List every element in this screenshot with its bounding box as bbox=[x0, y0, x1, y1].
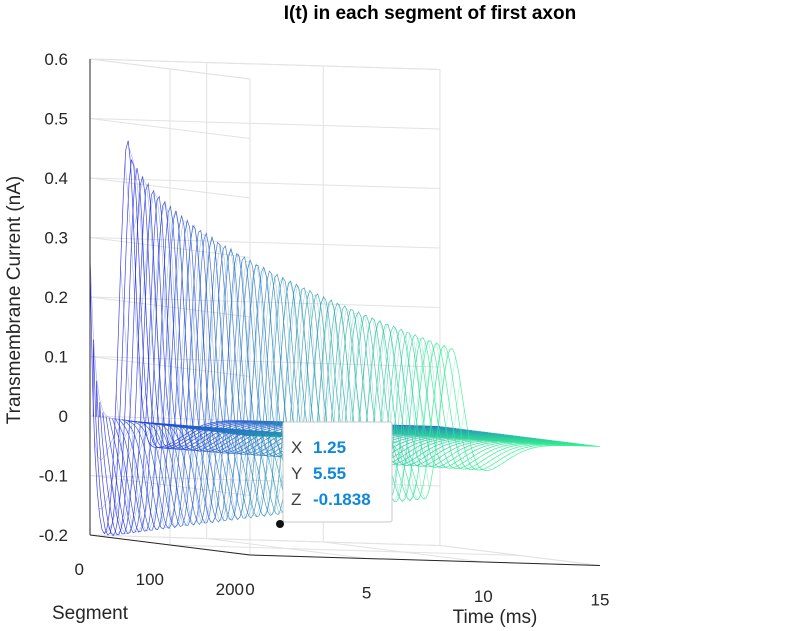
y-grid-floor bbox=[89, 534, 440, 546]
z-tick-label: -0.1 bbox=[39, 467, 68, 486]
chart-title: I(t) in each segment of first axon bbox=[284, 3, 576, 24]
z-tick-label: -0.2 bbox=[39, 526, 68, 545]
datatip-y-key: Y bbox=[291, 464, 302, 483]
z-tick-label: 0.2 bbox=[44, 288, 68, 307]
y-axis-line bbox=[89, 534, 251, 556]
y-grid-floor bbox=[169, 544, 520, 556]
mesh-col-line bbox=[426, 425, 587, 447]
x-axis-line bbox=[249, 554, 600, 566]
mesh-col-line bbox=[378, 424, 539, 448]
mesh-col-line bbox=[418, 425, 579, 447]
z-tick-label: 0.3 bbox=[44, 229, 68, 248]
datatip-box[interactable] bbox=[282, 421, 393, 523]
z-tick-label: 0.6 bbox=[44, 50, 68, 69]
mesh-col-line bbox=[391, 424, 552, 446]
mesh-col-line bbox=[404, 425, 566, 446]
y-tick-label: 200 bbox=[216, 580, 244, 599]
mesh-col-line bbox=[396, 425, 557, 446]
mesh-col-line bbox=[107, 423, 268, 536]
mesh-col-line bbox=[422, 425, 583, 447]
z-axis-label: Transmembrane Current (nA) bbox=[4, 176, 25, 424]
z-tick-label: 0.4 bbox=[44, 169, 68, 188]
mesh-col-line bbox=[137, 191, 299, 526]
box-edge bbox=[439, 545, 601, 566]
y-axis-label: Segment bbox=[52, 603, 129, 624]
mesh-col-line bbox=[409, 425, 570, 446]
x-axis-label: Time (ms) bbox=[453, 607, 538, 628]
mesh-col-line bbox=[133, 178, 294, 528]
datatip-marker[interactable] bbox=[276, 520, 284, 528]
tick-labels: -0.2 -0.1 0 0.1 0.2 0.3 0.4 0.5 0.6 0 5 10 15 0 100 200 bbox=[39, 50, 610, 610]
mesh-col-line bbox=[413, 425, 574, 446]
box-edge bbox=[89, 58, 251, 80]
z-grid-back bbox=[89, 118, 440, 130]
axes bbox=[89, 59, 600, 566]
mesh-col-line bbox=[142, 200, 303, 526]
mesh-col-line bbox=[400, 425, 561, 446]
x-tick-label: 5 bbox=[362, 584, 371, 603]
x-tick-label: 15 bbox=[590, 591, 609, 610]
datatip-x-key: X bbox=[291, 438, 302, 457]
y-tick-label: 100 bbox=[136, 570, 164, 589]
datatip[interactable]: X 1.25 Y 5.55 Z -0.1838 bbox=[276, 421, 393, 528]
mesh-col-line bbox=[383, 424, 544, 447]
mesh-col-line bbox=[369, 424, 531, 450]
datatip-z-value: -0.1838 bbox=[313, 490, 371, 509]
mesh-col-line bbox=[129, 148, 290, 529]
y-tick-label: 0 bbox=[75, 560, 84, 579]
mesh-col-line bbox=[94, 421, 255, 461]
z-tick-label: 0.1 bbox=[44, 348, 68, 367]
mesh-col-line bbox=[374, 424, 535, 448]
datatip-x-value: 1.25 bbox=[313, 438, 346, 457]
mesh-col-line bbox=[431, 426, 592, 447]
mesh-col-line bbox=[98, 422, 259, 510]
mesh-col-line bbox=[439, 426, 601, 447]
datatip-y-value: 5.55 bbox=[313, 464, 346, 483]
mesh-col-line bbox=[387, 424, 548, 447]
z-tick-label: 0.5 bbox=[44, 110, 68, 129]
mesh-col-line bbox=[116, 392, 277, 533]
z-grid-back bbox=[89, 177, 440, 189]
z-tick-label: 0 bbox=[59, 407, 68, 426]
datatip-z-key: Z bbox=[291, 490, 301, 509]
x-tick-label: 10 bbox=[474, 587, 493, 606]
mesh-col-line bbox=[89, 254, 251, 437]
x-tick-label: 0 bbox=[245, 580, 254, 599]
box-edge bbox=[89, 58, 440, 70]
mesh-col-line bbox=[435, 426, 596, 447]
